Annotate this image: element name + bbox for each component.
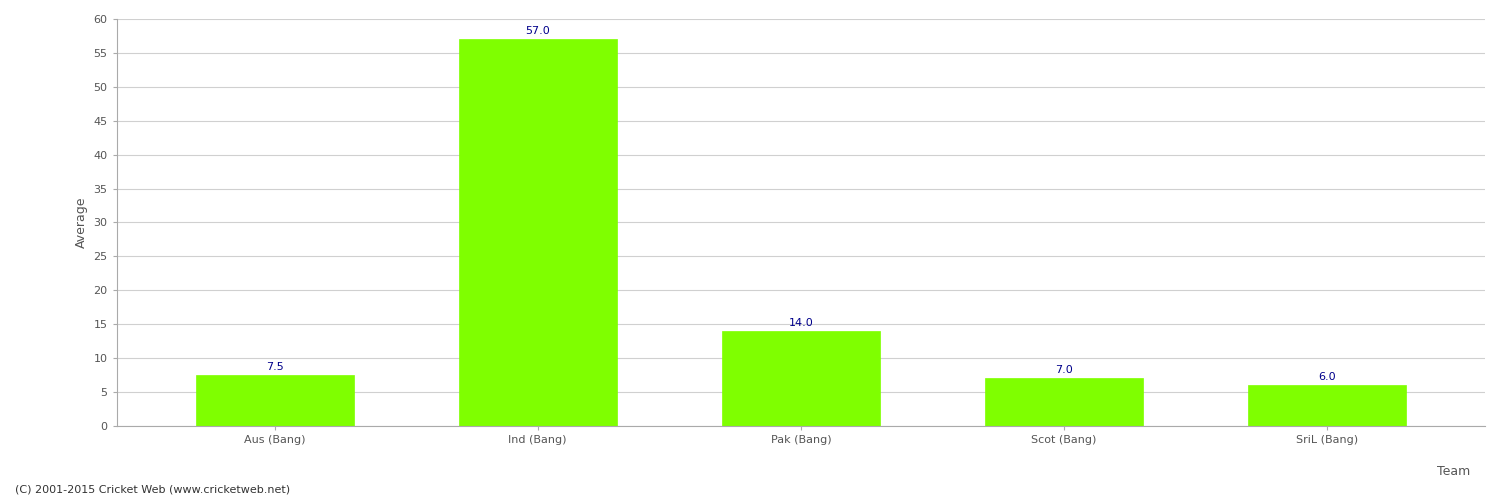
- Text: 14.0: 14.0: [789, 318, 813, 328]
- Text: 6.0: 6.0: [1318, 372, 1336, 382]
- Text: Team: Team: [1437, 465, 1470, 478]
- Text: (C) 2001-2015 Cricket Web (www.cricketweb.net): (C) 2001-2015 Cricket Web (www.cricketwe…: [15, 485, 290, 495]
- Text: 7.5: 7.5: [266, 362, 284, 372]
- Bar: [986, 378, 1143, 426]
- Text: 57.0: 57.0: [525, 26, 550, 36]
- Bar: [195, 375, 354, 426]
- Bar: [459, 40, 616, 426]
- Y-axis label: Average: Average: [75, 196, 88, 248]
- Bar: [722, 331, 880, 426]
- Bar: [1248, 386, 1406, 426]
- Text: 7.0: 7.0: [1054, 365, 1072, 375]
